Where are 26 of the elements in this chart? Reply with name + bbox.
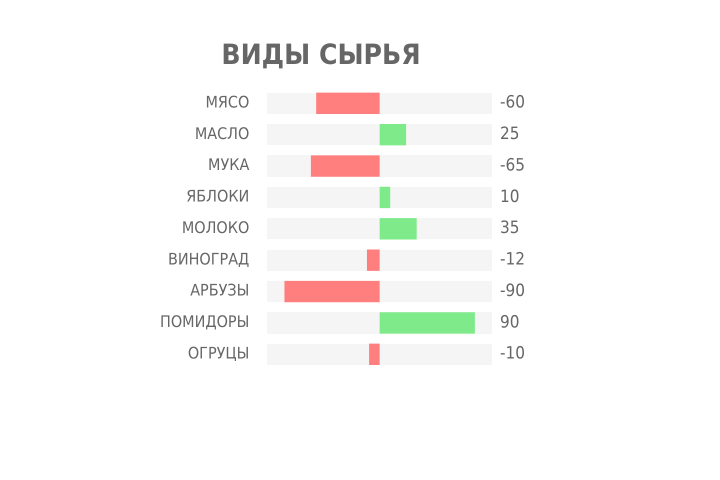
bar: [316, 92, 380, 114]
data-label: -65: [500, 155, 525, 176]
y-tick-label: МЯСО: [205, 92, 250, 112]
data-label: -90: [500, 280, 525, 301]
data-label: -60: [500, 92, 525, 113]
y-tick-label: ВИНОГРАД: [168, 249, 250, 268]
bar: [310, 155, 380, 177]
data-label: 10: [500, 186, 520, 207]
y-tick-label: ЯБЛОКИ: [186, 186, 250, 206]
y-tick-label: МУКА: [208, 155, 250, 174]
data-label: 35: [500, 218, 520, 238]
data-label: -10: [500, 344, 525, 364]
y-tick-label: МОЛОКО: [182, 218, 250, 237]
y-tick-label: МАСЛО: [194, 124, 250, 143]
y-tick-label: ОГРУЦЫ: [188, 343, 250, 362]
chart-title: ВИДЫ СЫРЬЯ: [221, 38, 421, 72]
bar: [369, 344, 380, 365]
data-label: 25: [500, 124, 520, 144]
data-label: 90: [500, 312, 520, 332]
y-tick-label: АРБУЗЫ: [190, 280, 250, 300]
y-tick-label: ПОМИДОРЫ: [160, 312, 250, 332]
bar: [380, 124, 406, 146]
bar: [380, 218, 417, 240]
data-label: -12: [500, 250, 525, 270]
bar: [380, 186, 390, 208]
bar: [366, 250, 380, 271]
